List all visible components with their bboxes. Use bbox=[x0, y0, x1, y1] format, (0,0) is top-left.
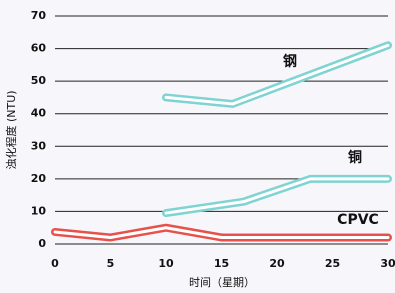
x-tick-label: 20 bbox=[269, 257, 285, 270]
x-tick-label: 15 bbox=[214, 257, 229, 270]
x-tick-label: 30 bbox=[380, 257, 395, 270]
y-tick-label: 20 bbox=[31, 172, 47, 185]
y-tick-label: 10 bbox=[31, 204, 47, 217]
x-tick-label: 10 bbox=[158, 257, 174, 270]
x-tick-label: 25 bbox=[325, 257, 340, 270]
series-label: 铜 bbox=[348, 149, 362, 166]
x-tick-label: 0 bbox=[51, 257, 59, 270]
x-axis-title: 时间（星期） bbox=[189, 276, 255, 289]
chart: 时间（星期） 浊化程度 (NTU) 0 10 20 30 40 50 60 70 0 5 10 15 2… bbox=[0, 0, 395, 293]
series-label: CPVC bbox=[337, 212, 379, 228]
y-tick-label: 0 bbox=[38, 237, 46, 250]
y-tick-label: 60 bbox=[31, 42, 47, 55]
y-tick-label: 70 bbox=[31, 9, 47, 22]
y-axis-title: 浊化程度 (NTU) bbox=[4, 90, 18, 169]
y-tick-label: 50 bbox=[31, 74, 47, 87]
series-label: 钢 bbox=[283, 53, 297, 70]
y-tick-label: 40 bbox=[31, 107, 47, 120]
x-tick-label: 5 bbox=[107, 257, 115, 270]
y-tick-label: 30 bbox=[31, 139, 47, 152]
